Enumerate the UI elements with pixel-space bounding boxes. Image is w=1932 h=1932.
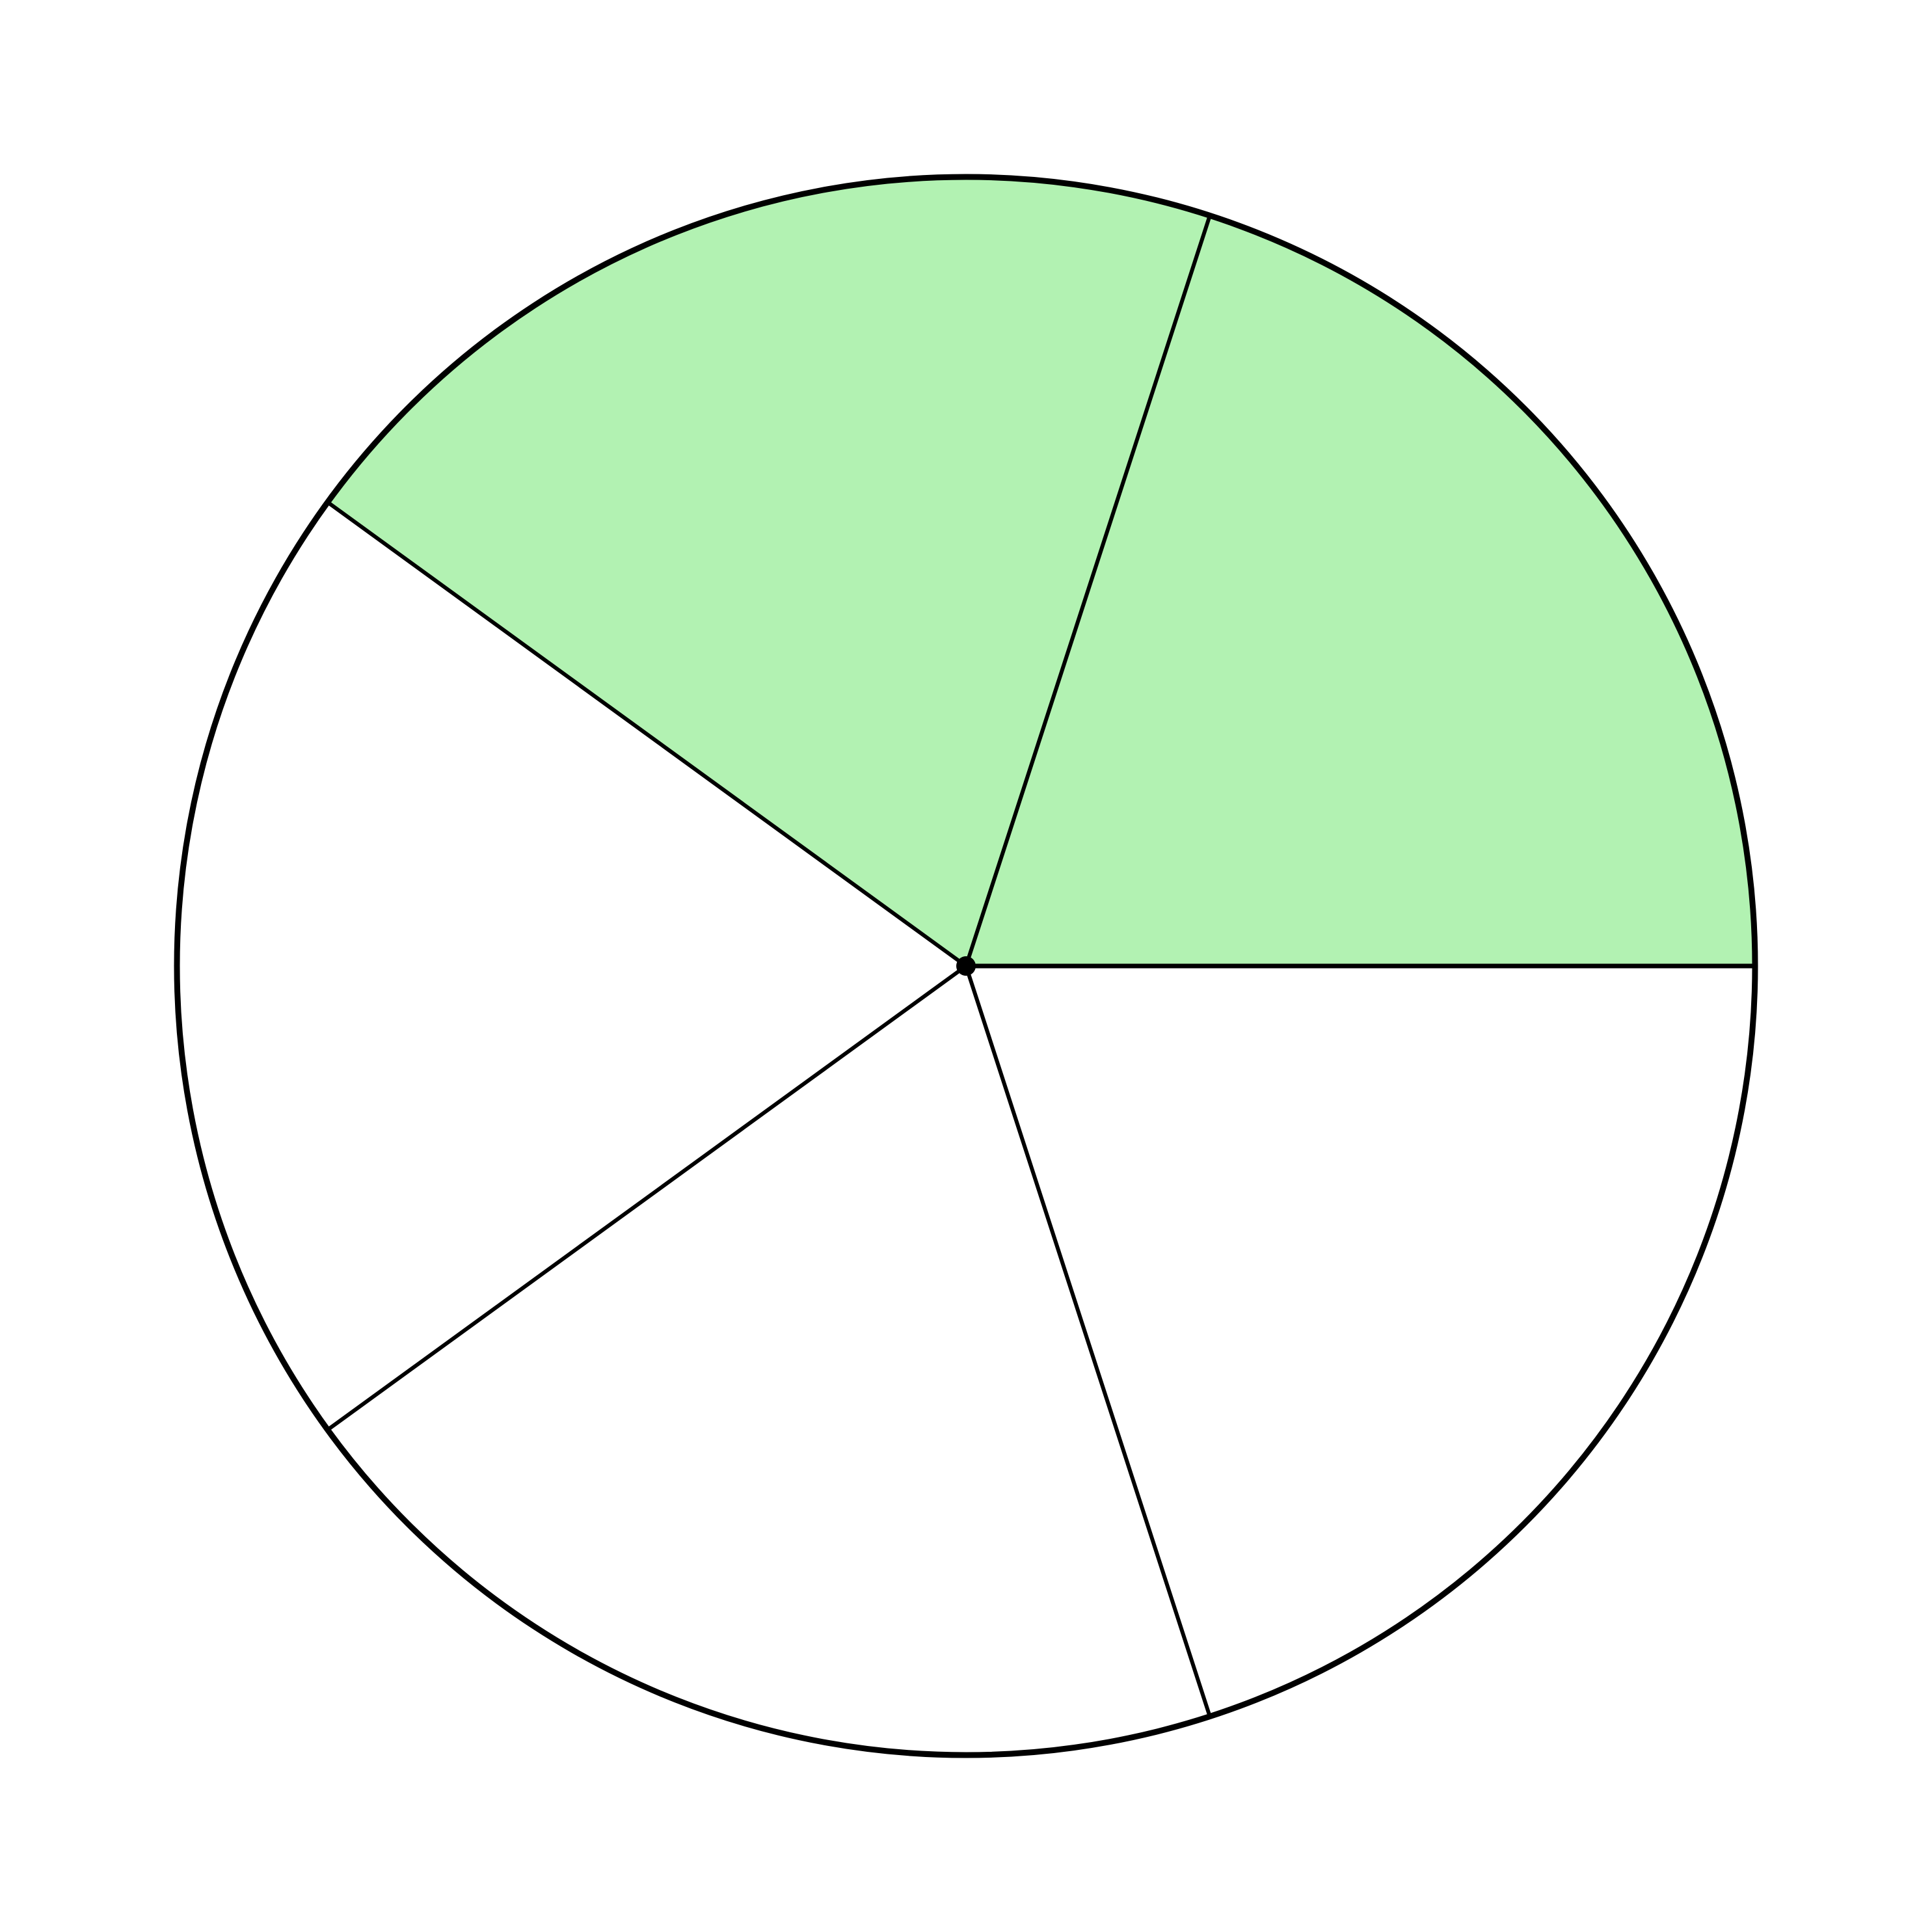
shaded-sector: [327, 176, 1210, 966]
unshaded-sector: [327, 966, 1210, 1755]
radius-line: [326, 500, 967, 968]
shaded-sector: [966, 215, 1755, 967]
unshaded-sector: [176, 502, 966, 1430]
radii-group: [326, 215, 1755, 1717]
center-point: [956, 956, 976, 976]
sectors-group: [176, 176, 1755, 1755]
unshaded-sector: [966, 966, 1755, 1717]
circle-outline: [174, 174, 1758, 1758]
radius-line: [326, 964, 967, 1432]
radius-line: [964, 965, 1212, 1717]
radius-line: [964, 215, 1212, 967]
